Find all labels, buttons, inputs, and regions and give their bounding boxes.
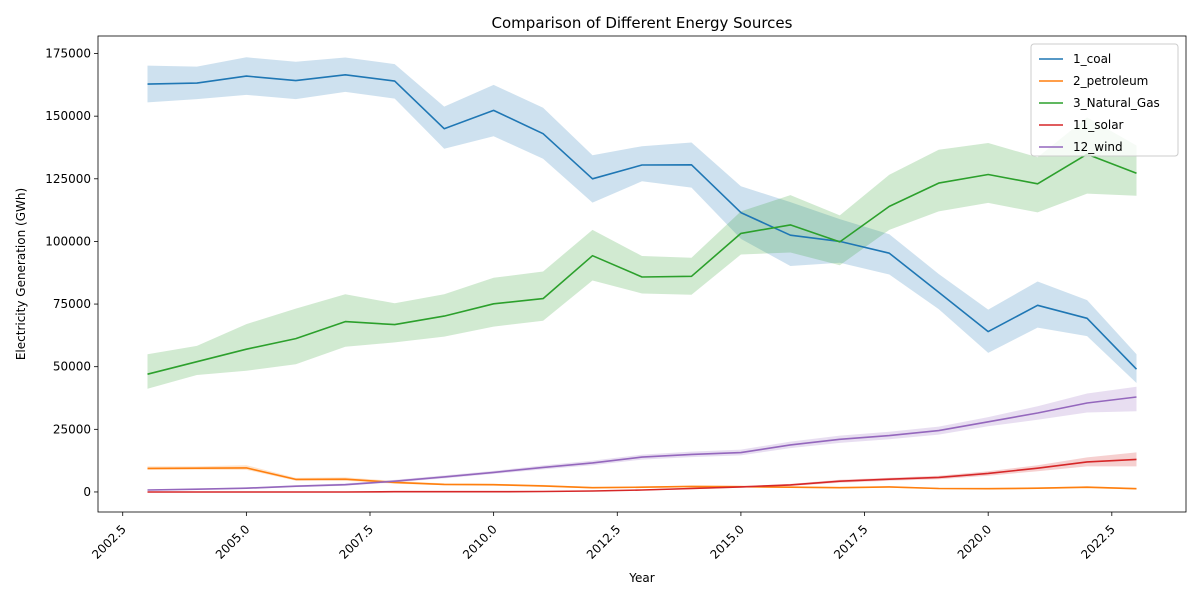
confidence-bands <box>147 57 1137 492</box>
band-3-natural-gas <box>147 117 1137 389</box>
band-1-coal <box>147 57 1137 384</box>
y-tick-label: 100000 <box>45 234 91 248</box>
legend-label-2-petroleum: 2_petroleum <box>1073 74 1148 88</box>
series-line-2-petroleum <box>147 467 1137 490</box>
x-axis-label: Year <box>628 571 654 585</box>
series-line-12-wind <box>147 396 1137 491</box>
y-tick-label: 25000 <box>53 422 91 436</box>
y-tick-label: 175000 <box>45 47 91 61</box>
legend: 1_coal 2_petroleum 3_Natural_Gas 11_solar 12… <box>1030 43 1179 157</box>
series-line-1-coal <box>147 74 1138 370</box>
plot-frame <box>97 35 1187 513</box>
series-line-11-solar <box>147 458 1137 493</box>
y-axis-ticks: 0 25000 50000 75000 100000 125000 150000 175000 <box>45 47 98 499</box>
y-tick-label: 125000 <box>45 172 91 186</box>
chart-title: Comparison of Different Energy Sources <box>492 14 793 32</box>
y-tick-label: 75000 <box>53 297 91 311</box>
series-line-3-natural-gas <box>147 153 1137 375</box>
y-axis-label: Electricity Generation (GWh) <box>14 188 28 360</box>
legend-box <box>1030 43 1179 157</box>
series-lines <box>147 74 1138 493</box>
y-tick-label: 150000 <box>45 109 91 123</box>
legend-label-12-wind: 12_wind <box>1073 140 1123 154</box>
y-tick-label: 0 <box>83 485 91 499</box>
band-2-petroleum <box>147 465 1137 490</box>
legend-label-1-coal: 1_coal <box>1073 52 1111 66</box>
legend-label-3-natural-gas: 3_Natural_Gas <box>1073 96 1160 110</box>
legend-label-11-solar: 11_solar <box>1073 118 1124 132</box>
y-tick-label: 50000 <box>53 360 91 374</box>
